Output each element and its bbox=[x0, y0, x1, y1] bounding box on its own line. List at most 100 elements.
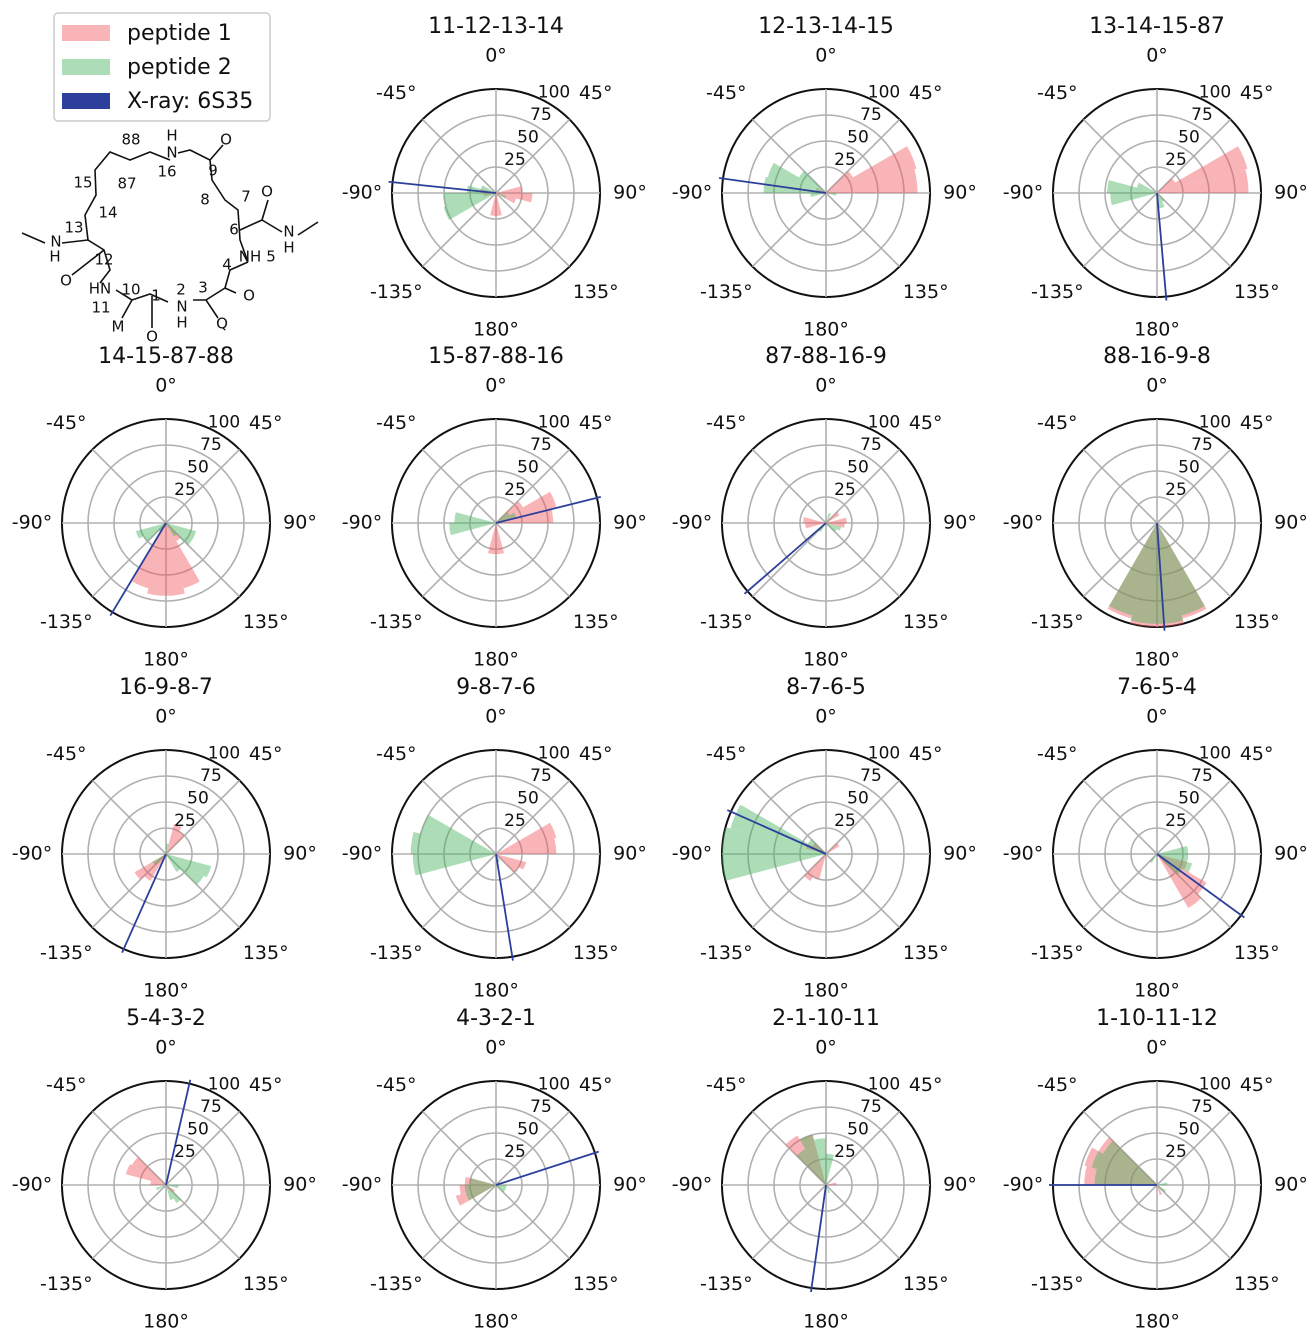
grid-spoke bbox=[165, 1184, 241, 1260]
histogram-wedge bbox=[487, 523, 496, 555]
theta-tick-label: 180° bbox=[473, 980, 519, 1002]
histogram-wedge bbox=[496, 822, 557, 854]
histogram-wedge bbox=[496, 511, 510, 523]
histogram-wedge bbox=[813, 1138, 826, 1185]
histogram-wedge bbox=[826, 523, 837, 532]
theta-tick-label: -135° bbox=[1031, 942, 1084, 964]
r-tick-label: 50 bbox=[847, 789, 869, 809]
histogram-wedge bbox=[1109, 523, 1157, 616]
histogram-wedge bbox=[496, 512, 517, 523]
r-tick-label: 100 bbox=[538, 83, 570, 103]
theta-tick-label: 0° bbox=[815, 1037, 837, 1059]
histogram-wedge bbox=[812, 842, 826, 854]
histogram-wedge bbox=[496, 193, 507, 199]
grid-spoke bbox=[91, 853, 167, 929]
histogram-wedge bbox=[810, 193, 826, 198]
r-tick-label: 50 bbox=[517, 128, 539, 148]
theta-tick-label: -90° bbox=[672, 182, 713, 204]
histogram-wedge bbox=[803, 517, 826, 523]
histogram-wedge bbox=[166, 523, 200, 589]
grid-spoke bbox=[1082, 853, 1158, 929]
r-tick-label: 50 bbox=[187, 1120, 209, 1140]
histogram-wedge bbox=[152, 854, 166, 866]
grid-spoke bbox=[825, 1110, 901, 1186]
theta-tick-label: 0° bbox=[815, 706, 837, 728]
theta-tick-label: 180° bbox=[1134, 980, 1180, 1002]
histogram-wedge bbox=[455, 1185, 496, 1206]
histogram-wedge bbox=[496, 193, 502, 216]
theta-tick-label: 45° bbox=[579, 743, 613, 765]
histogram-wedge bbox=[470, 1178, 496, 1185]
xray-line bbox=[165, 1079, 192, 1186]
theta-tick-label: 45° bbox=[1240, 412, 1274, 434]
histogram-wedge bbox=[800, 1134, 826, 1185]
histogram-wedge bbox=[807, 839, 826, 854]
structure-label: 10 bbox=[121, 281, 140, 299]
xray-line bbox=[718, 177, 827, 194]
r-tick-label: 25 bbox=[1165, 480, 1187, 500]
r-tick-label: 100 bbox=[538, 413, 570, 433]
structure-label: 5 bbox=[266, 248, 276, 266]
histogram-wedge bbox=[826, 170, 854, 193]
structure-label: 3 bbox=[198, 279, 208, 297]
r-tick-label: 50 bbox=[187, 458, 209, 478]
structure-label: Q bbox=[216, 315, 228, 333]
grid-spoke bbox=[495, 1110, 571, 1186]
grid-spoke bbox=[1156, 522, 1232, 598]
structure-label: H bbox=[49, 248, 60, 266]
theta-tick-label: -90° bbox=[1003, 182, 1044, 204]
theta-tick-label: 0° bbox=[815, 375, 837, 397]
histogram-wedge bbox=[826, 523, 845, 528]
histogram-wedge bbox=[1157, 193, 1165, 209]
theta-tick-label: 0° bbox=[485, 706, 507, 728]
structure-label: 1 bbox=[151, 287, 161, 305]
theta-tick-label: 135° bbox=[1234, 1273, 1280, 1295]
theta-tick-label: -135° bbox=[370, 942, 423, 964]
theta-tick-label: 90° bbox=[613, 512, 647, 534]
histogram-wedge bbox=[166, 831, 185, 854]
histogram-wedge bbox=[132, 523, 166, 589]
grid-spoke bbox=[751, 448, 827, 524]
histogram-wedge bbox=[826, 146, 917, 193]
theta-tick-label: -90° bbox=[342, 182, 383, 204]
histogram-wedge bbox=[722, 854, 826, 881]
legend-swatch bbox=[62, 25, 110, 41]
r-tick-label: 50 bbox=[1178, 458, 1200, 478]
polar-chart: 11-12-13-14 0° 45° 90° 135° 180° -135° -90° -45°… bbox=[342, 14, 647, 341]
theta-tick-label: -45° bbox=[706, 1074, 747, 1096]
grid-spoke bbox=[751, 1110, 827, 1186]
theta-tick-label: -45° bbox=[1037, 82, 1078, 104]
grid-spoke bbox=[91, 779, 167, 855]
polar-chart: 1-10-11-12 0° 45° 90° 135° 180° -135° -90° -45° 2… bbox=[1003, 1006, 1308, 1331]
histogram-wedge bbox=[166, 523, 185, 596]
structure-label: NH bbox=[239, 248, 262, 266]
theta-tick-label: -135° bbox=[370, 611, 423, 633]
histogram-wedge bbox=[496, 186, 522, 193]
r-tick-label: 25 bbox=[834, 811, 856, 831]
structure-label: 9 bbox=[208, 162, 218, 180]
histogram-wedge bbox=[1157, 169, 1249, 193]
structure-label: O bbox=[60, 272, 72, 290]
histogram-wedge bbox=[134, 854, 166, 880]
theta-tick-label: -135° bbox=[700, 942, 753, 964]
histogram-wedge bbox=[464, 1185, 496, 1194]
grid-spoke bbox=[495, 779, 571, 855]
histogram-wedge bbox=[449, 523, 496, 536]
r-tick-label: 75 bbox=[1191, 105, 1213, 125]
r-tick-label: 100 bbox=[1199, 413, 1231, 433]
theta-tick-label: 45° bbox=[249, 743, 283, 765]
histogram-wedge bbox=[143, 854, 166, 882]
theta-tick-label: -135° bbox=[1031, 281, 1084, 303]
theta-tick-label: 45° bbox=[1240, 1074, 1274, 1096]
grid-spoke bbox=[421, 1184, 497, 1260]
theta-tick-label: -135° bbox=[40, 1273, 93, 1295]
histogram-wedge bbox=[464, 1176, 496, 1185]
r-tick-label: 25 bbox=[174, 811, 196, 831]
histogram-wedge bbox=[805, 523, 826, 529]
histogram-wedge bbox=[1157, 854, 1207, 895]
theta-tick-label: -45° bbox=[376, 412, 417, 434]
histogram-wedge bbox=[826, 193, 837, 196]
grid-spoke bbox=[495, 853, 571, 929]
r-tick-label: 75 bbox=[1191, 1097, 1213, 1117]
r-tick-label: 75 bbox=[200, 766, 222, 786]
